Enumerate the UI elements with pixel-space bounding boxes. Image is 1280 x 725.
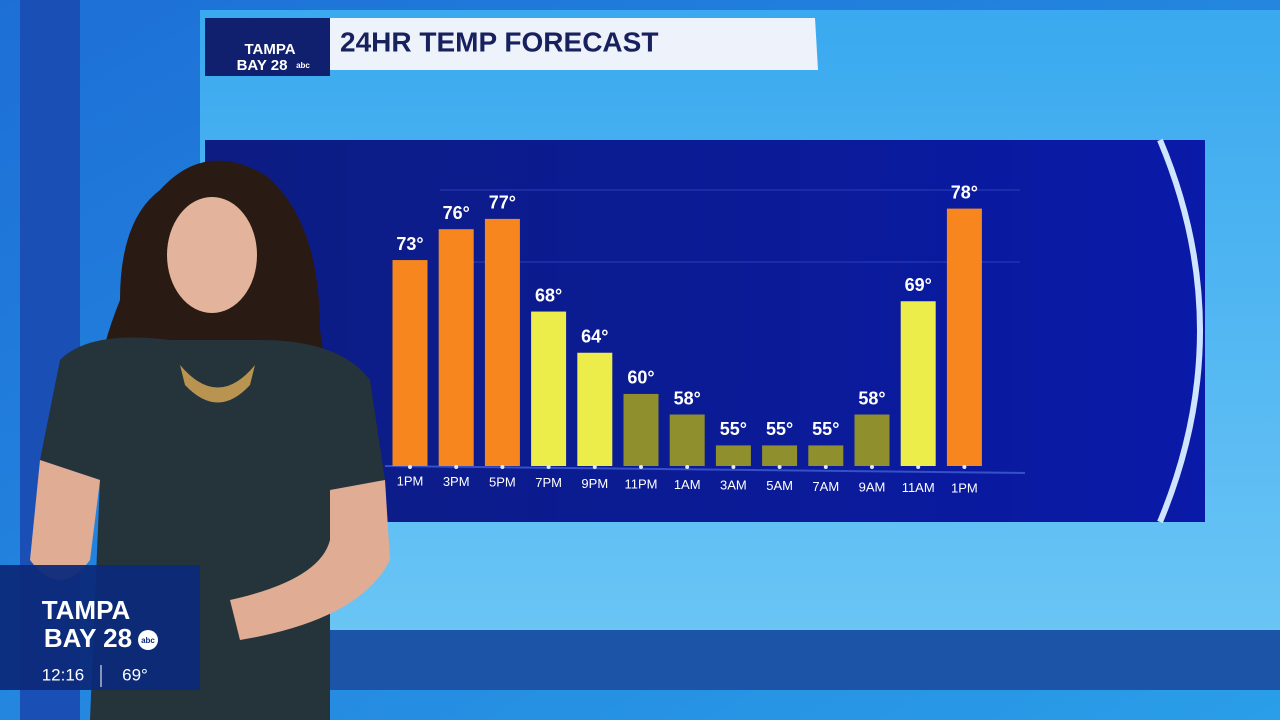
x-tick-label: 1PM — [397, 473, 424, 488]
value-label: 55° — [766, 419, 793, 439]
value-label: 58° — [674, 388, 701, 408]
x-tick-label: 7AM — [812, 479, 839, 494]
bug-logo: BAY 28 — [44, 623, 132, 653]
value-label: 55° — [720, 419, 747, 439]
tick-dot — [408, 465, 412, 469]
bar — [484, 218, 520, 466]
header-logo-box — [205, 18, 330, 76]
bar — [438, 229, 474, 466]
bug-network-badge — [138, 630, 158, 650]
header-network: abc — [296, 61, 310, 70]
value-label: 60° — [627, 368, 654, 388]
x-tick-label: 7PM — [535, 475, 562, 490]
bar — [392, 260, 428, 466]
bar — [900, 301, 936, 466]
bug-logo: TAMPA — [42, 595, 131, 625]
necklace — [180, 365, 255, 403]
x-tick-label: 5PM — [489, 475, 516, 490]
chart: 73° 1PM 76° 3PM 77° 5PM 68° 7PM 64° 9PM 60° 11PM 58°… — [392, 182, 982, 496]
value-label: 55° — [812, 419, 839, 439]
screen-base — [320, 630, 1280, 690]
tick-dot — [500, 465, 505, 469]
bar — [808, 445, 844, 466]
header-bar — [330, 18, 818, 70]
bar — [531, 311, 567, 466]
value-label: 77° — [489, 193, 516, 213]
arm — [230, 480, 390, 640]
bar — [577, 352, 613, 466]
bug-box — [0, 565, 200, 690]
header-logo: TAMPA — [244, 41, 295, 58]
bug-time: 12:16 — [42, 665, 85, 684]
x-tick-label: 3PM — [443, 474, 470, 489]
baseline — [384, 465, 1026, 474]
tick-dot — [962, 465, 967, 469]
bar — [762, 445, 798, 466]
tick-dot — [454, 465, 459, 469]
tick-dot — [592, 465, 597, 469]
x-tick-label: 1PM — [951, 481, 978, 496]
bar — [715, 445, 751, 466]
header-logo: BAY 28 — [237, 57, 288, 74]
tick-dot — [546, 465, 551, 469]
bar — [669, 414, 705, 466]
x-tick-label: 11AM — [902, 480, 935, 495]
x-tick-label: 3AM — [720, 478, 747, 493]
header-title: 24HR TEMP FORECAST — [340, 26, 658, 57]
value-label: 58° — [858, 388, 885, 408]
bug-temperature: 69° — [122, 665, 148, 684]
x-tick-label: 1AM — [674, 477, 701, 492]
x-tick-label: 9AM — [859, 479, 886, 494]
x-tick-label: 5AM — [766, 478, 793, 493]
x-tick-label: 9PM — [581, 476, 608, 491]
bug-network: abc — [141, 636, 155, 645]
value-label: 78° — [951, 182, 978, 202]
bar — [854, 414, 890, 466]
presenter — [30, 160, 390, 720]
tick-dot — [870, 465, 874, 469]
value-label: 68° — [535, 285, 562, 305]
tick-dot — [731, 465, 736, 469]
value-label: 73° — [396, 234, 423, 254]
value-label: 76° — [443, 203, 470, 223]
face — [167, 197, 257, 313]
arm — [30, 460, 100, 580]
tick-dot — [916, 465, 921, 469]
tick-dot — [777, 465, 782, 469]
value-label: 64° — [581, 326, 608, 346]
tick-dot — [685, 465, 690, 469]
value-label: 69° — [905, 275, 932, 295]
tick-dot — [639, 465, 643, 469]
x-tick-label: 11PM — [625, 476, 658, 491]
tick-dot — [823, 465, 828, 469]
bar — [623, 393, 659, 466]
panel-arc — [1157, 138, 1203, 524]
bar — [946, 208, 982, 466]
